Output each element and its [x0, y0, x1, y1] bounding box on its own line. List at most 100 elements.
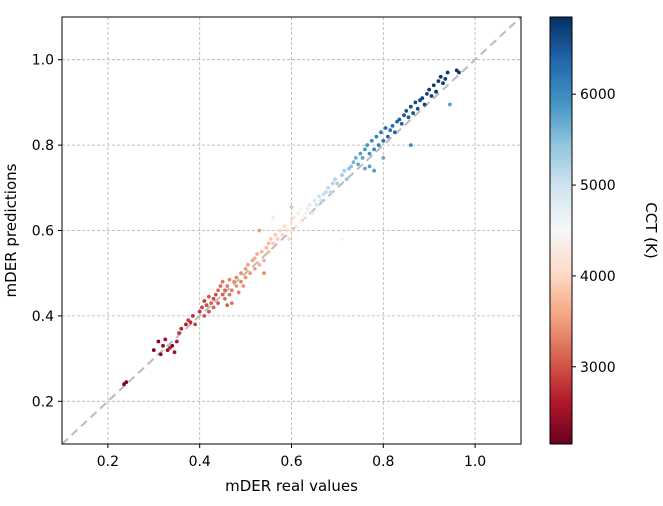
- data-point-0-46: [236, 290, 241, 295]
- data-point-0-18: [193, 322, 198, 327]
- grid: [62, 17, 521, 444]
- data-point-0-71: [280, 232, 285, 237]
- data-point-0-74: [287, 237, 292, 241]
- data-point-0-100: [342, 168, 347, 173]
- data-point-0-34: [220, 279, 225, 284]
- data-point-0-11: [174, 339, 179, 344]
- data-point-0-72: [282, 224, 287, 229]
- data-point-0-79: [296, 211, 301, 216]
- data-point-0-122: [390, 124, 395, 128]
- data-point-0-152: [363, 166, 367, 171]
- data-point-0-40: [227, 277, 232, 282]
- data-point-0-68: [273, 232, 278, 237]
- data-point-0-38: [225, 303, 230, 308]
- colorbar: [549, 16, 573, 445]
- data-point-0-60: [259, 249, 264, 254]
- data-point-0-47: [239, 271, 243, 276]
- data-point-0-23: [204, 303, 209, 308]
- data-point-0-10: [172, 350, 177, 355]
- data-point-0-20: [200, 305, 204, 310]
- colorbar-tick-label-0: 3000: [580, 360, 616, 376]
- data-point-0-67: [271, 241, 275, 246]
- x-tick-label-1: 0.4: [189, 454, 211, 470]
- data-point-0-147: [448, 102, 452, 107]
- data-point-0-81: [298, 207, 303, 212]
- y-tick-label-4: 1.0: [32, 53, 54, 69]
- data-point-0-32: [218, 284, 223, 288]
- data-point-0-145: [443, 77, 448, 81]
- data-point-0-21: [202, 314, 207, 318]
- y-axis-label: mDER predictions: [2, 163, 20, 297]
- data-point-0-65: [266, 241, 271, 246]
- data-point-0-90: [319, 198, 324, 203]
- data-point-0-36: [223, 296, 227, 301]
- x-tick-label-0: 0.2: [97, 454, 119, 470]
- data-point-0-130: [408, 104, 413, 109]
- data-point-0-88: [314, 203, 319, 207]
- data-point-0-62: [262, 271, 266, 276]
- data-point-0-125: [397, 117, 402, 122]
- x-tick-label-3: 0.8: [372, 454, 394, 470]
- data-point-0-107: [358, 151, 363, 156]
- data-point-0-25: [207, 294, 211, 299]
- data-point-0-142: [436, 79, 441, 83]
- data-point-0-2: [151, 348, 156, 352]
- data-point-0-86: [310, 211, 315, 216]
- data-point-0-87: [312, 198, 317, 203]
- data-point-0-121: [388, 128, 393, 133]
- data-point-0-109: [363, 147, 367, 152]
- data-point-0-53: [248, 271, 253, 276]
- data-point-0-49: [241, 284, 246, 288]
- data-point-0-73: [285, 228, 289, 233]
- data-point-0-70: [278, 228, 282, 233]
- data-point-0-89: [317, 194, 321, 199]
- data-point-0-12: [177, 331, 181, 335]
- data-point-0-33: [220, 292, 225, 297]
- data-point-0-83: [303, 211, 308, 216]
- data-point-0-132: [413, 100, 418, 105]
- x-tick-label-4: 1.0: [464, 454, 486, 470]
- y-tick-label-1: 0.4: [32, 309, 54, 325]
- data-point-0-26: [209, 301, 214, 305]
- data-point-0-117: [379, 130, 383, 135]
- data-point-0-85: [308, 203, 312, 207]
- data-point-0-105: [353, 156, 358, 160]
- y-tick-label-2: 0.6: [32, 224, 54, 240]
- data-point-0-63: [264, 245, 269, 250]
- data-point-0-112: [367, 164, 372, 169]
- data-point-0-126: [399, 121, 404, 126]
- data-point-0-9: [170, 343, 175, 348]
- colorbar-tick-label-3: 6000: [580, 87, 616, 103]
- data-point-0-103: [349, 164, 354, 169]
- data-point-0-59: [257, 228, 262, 233]
- data-point-0-19: [197, 309, 202, 314]
- data-point-0-120: [386, 134, 390, 139]
- data-point-0-1: [122, 382, 126, 387]
- data-point-0-17: [190, 314, 195, 318]
- data-point-0-55: [252, 267, 257, 271]
- data-point-0-66: [268, 237, 273, 241]
- data-point-0-77: [291, 215, 296, 220]
- data-point-0-44: [234, 275, 239, 280]
- y-tick-label-0: 0.2: [32, 394, 54, 410]
- data-point-0-80: [298, 220, 303, 224]
- data-point-0-115: [374, 134, 379, 139]
- colorbar-tick-label-2: 5000: [580, 178, 616, 194]
- data-point-0-27: [211, 296, 216, 301]
- data-point-0-146: [445, 70, 450, 75]
- data-point-0-78: [294, 224, 298, 229]
- data-point-0-13: [179, 326, 184, 331]
- data-point-0-93: [326, 185, 331, 190]
- data-point-0-6: [163, 337, 168, 342]
- data-point-0-16: [188, 320, 193, 325]
- data-point-0-129: [406, 115, 411, 120]
- data-point-0-137: [425, 92, 429, 96]
- data-point-0-5: [161, 343, 165, 348]
- data-point-0-133: [415, 106, 420, 111]
- x-axis-ticks: 0.2 0.4 0.6 0.8 1.0: [97, 444, 486, 470]
- data-point-0-104: [351, 160, 356, 165]
- data-point-0-106: [356, 162, 360, 167]
- data-point-0-39: [227, 292, 232, 297]
- data-point-0-14: [184, 322, 188, 327]
